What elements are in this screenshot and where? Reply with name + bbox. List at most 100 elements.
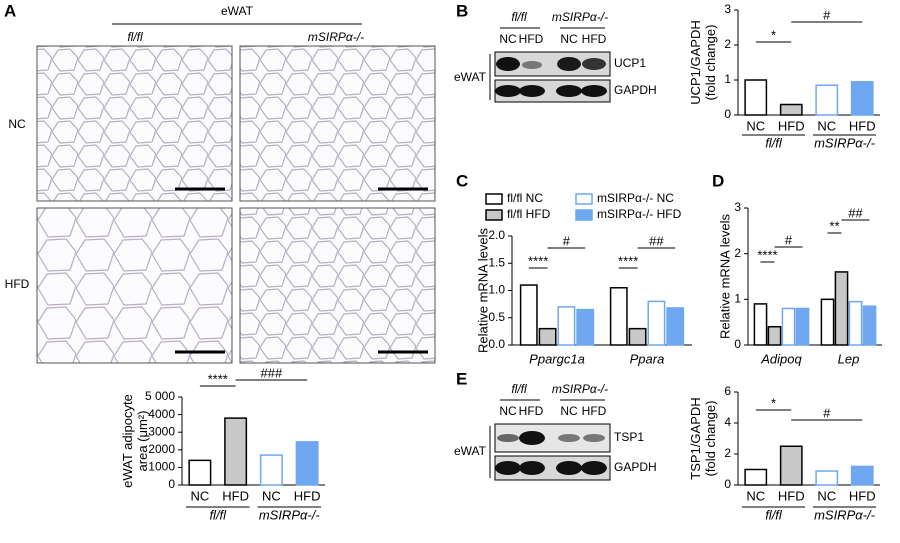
- tissue-label: eWAT: [454, 444, 487, 458]
- y-tick-label: 0.0: [488, 337, 505, 351]
- lane-label: NC: [499, 32, 517, 46]
- y-axis-label: area (μm²): [135, 411, 150, 472]
- lane-label: HFD: [519, 32, 544, 46]
- y-axis-label: Relative mRNA levels: [717, 214, 732, 339]
- significance-label: *: [771, 27, 776, 42]
- histology-image: [239, 207, 436, 364]
- bar: [295, 441, 319, 486]
- bar: [815, 84, 839, 116]
- blot-group: fl/fl: [511, 382, 527, 396]
- lane-label: NC: [560, 32, 578, 46]
- y-tick-label: 2.0: [488, 228, 505, 242]
- row-label: NC: [8, 117, 26, 131]
- band-label: GAPDH: [614, 460, 657, 474]
- group-label: mSIRPα-/-: [259, 507, 321, 522]
- y-tick-label: 3: [724, 2, 731, 16]
- y-tick-label: 0: [734, 337, 741, 351]
- y-tick-label: 4000: [148, 407, 175, 421]
- legend-swatch: [485, 209, 503, 221]
- bar: [647, 300, 666, 346]
- significance-label: ##: [649, 233, 664, 248]
- bar: [224, 417, 248, 486]
- significance-label: ##: [848, 205, 863, 220]
- x-tick-label: HFD: [849, 118, 876, 133]
- bar: [779, 103, 803, 116]
- significance-label: ****: [618, 253, 638, 268]
- bar: [820, 298, 835, 346]
- bar: [848, 300, 863, 346]
- y-tick-label: 5 000: [145, 389, 175, 403]
- y-axis-label: UCP1/GAPDH: [688, 20, 703, 105]
- significance-label: ****: [757, 247, 777, 262]
- legend-label: mSIRPα-/- NC: [597, 191, 674, 205]
- panel-label: B: [456, 1, 468, 20]
- bar: [744, 79, 768, 116]
- x-tick-label: Ppargc1a: [529, 351, 585, 366]
- bar: [862, 305, 877, 346]
- bar: [781, 307, 796, 346]
- bar: [815, 470, 839, 486]
- x-tick-label: NC: [746, 118, 765, 133]
- y-tick-label: 0: [724, 107, 731, 121]
- tissue-label: eWAT: [221, 4, 254, 18]
- bar: [834, 271, 849, 346]
- significance-label: #: [785, 232, 793, 247]
- significance-label: ****: [528, 253, 548, 268]
- lane-label: NC: [560, 404, 578, 418]
- panel-label: A: [4, 1, 16, 20]
- panel-label: E: [456, 369, 467, 388]
- y-tick-label: 0.5: [488, 310, 505, 324]
- x-tick-label: HFD: [778, 488, 805, 503]
- western-blot: fl/fl mSIRPα-/- NC HFD NC HFD UCP1 GAPDH…: [454, 10, 657, 103]
- y-axis-label: eWAT adipocyte: [120, 394, 135, 488]
- column-label: fl/fl: [127, 30, 143, 44]
- blot-group: mSIRPα-/-: [552, 382, 608, 396]
- tissue-label: eWAT: [454, 70, 487, 84]
- y-tick-label: 1.5: [488, 255, 505, 269]
- x-tick-label: Lep: [838, 351, 860, 366]
- histology-image: [36, 207, 233, 364]
- x-tick-label: NC: [817, 488, 836, 503]
- significance-label: ****: [208, 371, 228, 386]
- blot-group: fl/fl: [511, 10, 527, 24]
- legend-swatch: [485, 193, 503, 205]
- bar: [850, 81, 874, 116]
- y-tick-label: 6: [724, 384, 731, 398]
- histology-image: [36, 45, 233, 202]
- group-label: mSIRPα-/-: [814, 135, 876, 150]
- lane-label: HFD: [582, 404, 607, 418]
- row-label: HFD: [5, 277, 30, 291]
- group-label: fl/fl: [209, 507, 227, 522]
- x-tick-label: HFD: [294, 488, 321, 503]
- group-label: fl/fl: [765, 507, 783, 522]
- bar: [188, 459, 212, 486]
- group-label: fl/fl: [765, 135, 783, 150]
- x-tick-label: HFD: [849, 488, 876, 503]
- blot-group: mSIRPα-/-: [552, 10, 608, 24]
- y-axis-label: (fold change): [703, 401, 718, 477]
- y-tick-label: 0: [168, 477, 175, 491]
- bar: [259, 454, 283, 486]
- x-tick-label: Ppara: [630, 351, 665, 366]
- bar: [795, 307, 810, 346]
- bar: [609, 287, 628, 346]
- panel-label: C: [456, 171, 468, 190]
- significance-label: #: [823, 405, 831, 420]
- group-label: mSIRPα-/-: [814, 507, 876, 522]
- panel-label: D: [712, 171, 724, 190]
- bar: [538, 327, 557, 346]
- band-label: GAPDH: [614, 83, 657, 97]
- significance-label: *: [771, 395, 776, 410]
- y-tick-label: 2000: [148, 442, 175, 456]
- legend-label: fl/fl NC: [507, 191, 543, 205]
- bar: [850, 465, 874, 486]
- band-label: UCP1: [614, 56, 646, 70]
- y-tick-label: 3000: [148, 424, 175, 438]
- x-tick-label: HFD: [778, 118, 805, 133]
- legend-swatch: [575, 193, 593, 205]
- western-blot: fl/fl mSIRPα-/- NC HFD NC HFD TSP1 GAPDH…: [454, 382, 657, 481]
- y-tick-label: 1.0: [488, 283, 505, 297]
- x-tick-label: NC: [817, 118, 836, 133]
- bar: [576, 308, 595, 346]
